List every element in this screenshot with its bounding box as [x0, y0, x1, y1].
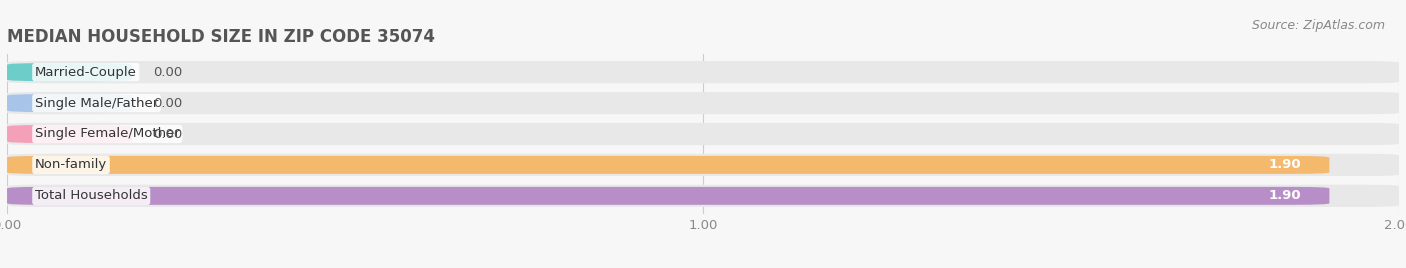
- FancyBboxPatch shape: [7, 123, 1399, 145]
- FancyBboxPatch shape: [7, 187, 1330, 205]
- Text: Single Male/Father: Single Male/Father: [35, 96, 157, 110]
- FancyBboxPatch shape: [7, 94, 132, 112]
- FancyBboxPatch shape: [7, 125, 132, 143]
- Text: 0.00: 0.00: [153, 128, 183, 140]
- Text: Source: ZipAtlas.com: Source: ZipAtlas.com: [1251, 19, 1385, 32]
- Text: MEDIAN HOUSEHOLD SIZE IN ZIP CODE 35074: MEDIAN HOUSEHOLD SIZE IN ZIP CODE 35074: [7, 28, 434, 46]
- Text: Single Female/Mother: Single Female/Mother: [35, 128, 180, 140]
- FancyBboxPatch shape: [7, 185, 1399, 207]
- Text: Total Households: Total Households: [35, 189, 148, 202]
- Text: Married-Couple: Married-Couple: [35, 66, 136, 79]
- FancyBboxPatch shape: [7, 92, 1399, 114]
- Text: Non-family: Non-family: [35, 158, 107, 172]
- FancyBboxPatch shape: [7, 156, 1330, 174]
- Text: 0.00: 0.00: [153, 66, 183, 79]
- Text: 1.90: 1.90: [1268, 158, 1302, 172]
- Text: 0.00: 0.00: [153, 96, 183, 110]
- FancyBboxPatch shape: [7, 61, 1399, 83]
- Text: 1.90: 1.90: [1268, 189, 1302, 202]
- FancyBboxPatch shape: [7, 63, 132, 81]
- FancyBboxPatch shape: [7, 154, 1399, 176]
